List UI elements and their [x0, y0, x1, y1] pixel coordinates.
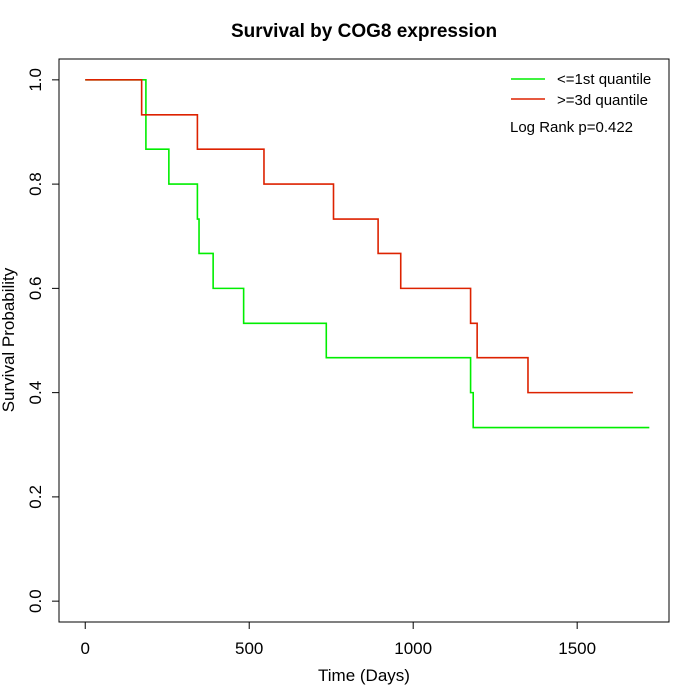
- y-tick-label: 0.6: [26, 277, 45, 301]
- y-tick-label: 0.2: [26, 485, 45, 509]
- y-axis-label: Survival Probability: [0, 267, 18, 412]
- log-rank-annotation: Log Rank p=0.422: [510, 119, 633, 136]
- y-tick-label: 0.8: [26, 172, 45, 196]
- plot-frame: [58, 58, 670, 623]
- x-tick-label: 0: [81, 639, 90, 658]
- legend-label-series-2: >=3d quantile: [557, 92, 648, 109]
- x-tick-label: 500: [235, 639, 263, 658]
- y-tick-label: 0.4: [26, 381, 45, 405]
- y-tick-label: 1.0: [26, 68, 45, 92]
- chart-title: Survival by COG8 expression: [231, 21, 497, 42]
- series-line-2: [85, 79, 633, 394]
- x-axis-label: Time (Days): [318, 666, 410, 685]
- series-layer: [85, 79, 650, 429]
- legend-label-series-1: <=1st quantile: [557, 71, 651, 88]
- series-line-1: [85, 79, 650, 429]
- y-axis: 0.0 0.2 0.4 0.6 0.8 1.0: [26, 68, 60, 613]
- legend: <=1st quantile >=3d quantile: [511, 71, 651, 109]
- x-tick-label: 1500: [558, 639, 596, 658]
- x-tick-label: 1000: [394, 639, 432, 658]
- x-axis: 0 500 1000 1500: [81, 621, 596, 658]
- y-tick-label: 0.0: [26, 589, 45, 613]
